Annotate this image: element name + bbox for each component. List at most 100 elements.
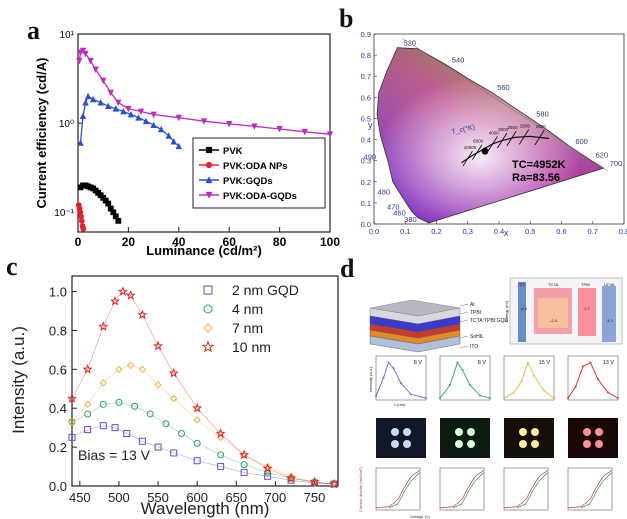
series-line	[71, 402, 335, 485]
data-point	[169, 394, 178, 403]
y-tick-label: 0.8	[49, 323, 67, 338]
luminance-curve	[389, 471, 421, 509]
data-point	[263, 462, 272, 471]
data-point	[157, 125, 165, 133]
spectrum-thumbnail-curve	[503, 361, 555, 399]
cct-label: 3000	[498, 127, 509, 132]
legend-label: 7 nm	[232, 320, 263, 336]
data-point	[77, 139, 84, 146]
data-point	[154, 381, 162, 389]
data-point	[99, 422, 107, 430]
data-point	[170, 449, 178, 457]
y-tick-label: 0.3	[361, 157, 371, 166]
data-point	[78, 217, 85, 224]
jv-x-axis-label: Voltage (V)	[410, 514, 430, 519]
data-point	[154, 443, 162, 451]
panel-label-a: a	[27, 16, 40, 45]
data-point	[99, 77, 107, 85]
y-tick-label: 0.4	[361, 136, 371, 145]
cct-label: 6000	[473, 139, 484, 144]
tc-annotation: TC=4952K	[512, 159, 566, 171]
voltage-label: 8 V	[478, 360, 487, 366]
spectrum-thumbnail-point	[468, 383, 472, 387]
device-photos	[376, 418, 618, 458]
data-point	[170, 138, 177, 145]
data-point	[175, 114, 183, 122]
spectrum-thumbnail-point	[409, 393, 413, 396]
data-point	[217, 451, 225, 459]
isotherm-line	[497, 132, 508, 149]
x-tick-label: 40	[172, 235, 186, 249]
spectrum-thumbnail-point	[387, 361, 390, 364]
data-point	[66, 393, 78, 403]
x-tick-label: 80	[273, 235, 287, 249]
data-point	[142, 117, 150, 125]
legend-label: PVK:GQDs	[223, 176, 273, 187]
x-tick-label: 0.6	[556, 227, 566, 236]
data-point	[137, 309, 148, 320]
isotherm-line	[487, 136, 498, 152]
data-point	[309, 476, 320, 487]
data-point	[146, 410, 154, 418]
spectrum-thumbnail-point	[461, 368, 464, 372]
data-point	[97, 99, 104, 106]
data-point	[152, 340, 164, 351]
isotherm-line	[506, 130, 517, 147]
layer-label: SoHIL	[470, 334, 484, 340]
gamut-outline	[376, 47, 605, 224]
x-tick-label: 0.8	[619, 227, 627, 236]
chart-cie-chromaticity: 0.0 0.1 0.2 0.3 0.4 0.5 0.6 0.7 0.8 0.0 0.1 0.2 0.3 0…	[361, 30, 627, 238]
ra-annotation: Ra=83.56	[512, 172, 560, 184]
data-point	[125, 105, 132, 113]
y-tick-label: 0.0	[361, 220, 371, 229]
data-point	[68, 418, 76, 426]
data-point	[264, 472, 272, 480]
isotherm-line	[472, 144, 483, 160]
y-axis-label: Current efficiency (cd/A)	[34, 58, 49, 209]
y-tick-label: 0.2	[361, 178, 371, 187]
spectrum-thumbnail-frame	[503, 355, 555, 401]
cct-label: 2500	[508, 125, 519, 130]
data-point	[80, 226, 87, 232]
spectrum-thumbnail-curve	[439, 361, 491, 399]
legend-label: 10 nm	[232, 339, 271, 355]
spectrum-thumbnail-point	[438, 397, 442, 400]
data-point	[127, 110, 135, 118]
data-point	[137, 108, 145, 116]
data-point	[82, 99, 89, 106]
x-tick-label: 750	[304, 490, 326, 505]
energy-band-diagram	[509, 277, 623, 345]
spectrum-thumbnail-point	[589, 361, 592, 364]
data-point	[126, 361, 135, 370]
spectrum-thumbnail-point	[606, 391, 610, 394]
data-point	[326, 131, 334, 138]
y-tick-label: 0.8	[361, 51, 371, 60]
panel-label-b: b	[339, 4, 354, 33]
spectrum-thumbnail-point	[596, 378, 600, 381]
band-label: TCTA	[548, 282, 558, 287]
legend-label: PVK	[223, 146, 243, 157]
data-point	[287, 472, 295, 480]
spectrum-thumbnail-frame	[567, 355, 619, 401]
data-point	[276, 126, 283, 133]
spectrum-thumbnail-point	[488, 397, 492, 400]
wavelength-label: 580	[536, 109, 549, 118]
x-tick-label: 0.1	[400, 227, 410, 236]
spectrum-thumbnail-point	[581, 365, 585, 368]
layer-label: Al	[470, 302, 474, 308]
panel-label-d: d	[340, 254, 355, 283]
y-tick-label: 0.1	[361, 199, 371, 208]
spectrum-thumbnail-point	[566, 397, 570, 400]
spectrum-thumbnail-point	[574, 385, 577, 389]
data-point	[287, 476, 295, 484]
device-stack	[369, 299, 461, 353]
series-line	[71, 365, 335, 485]
x-tick-label: 100	[320, 235, 340, 249]
data-point	[168, 367, 179, 378]
data-point	[131, 402, 139, 410]
data-point	[98, 321, 109, 331]
y-tick-label: 0.6	[361, 93, 371, 102]
layer-leader	[459, 345, 469, 349]
emitting-pixel	[403, 428, 411, 436]
data-point	[193, 439, 201, 447]
